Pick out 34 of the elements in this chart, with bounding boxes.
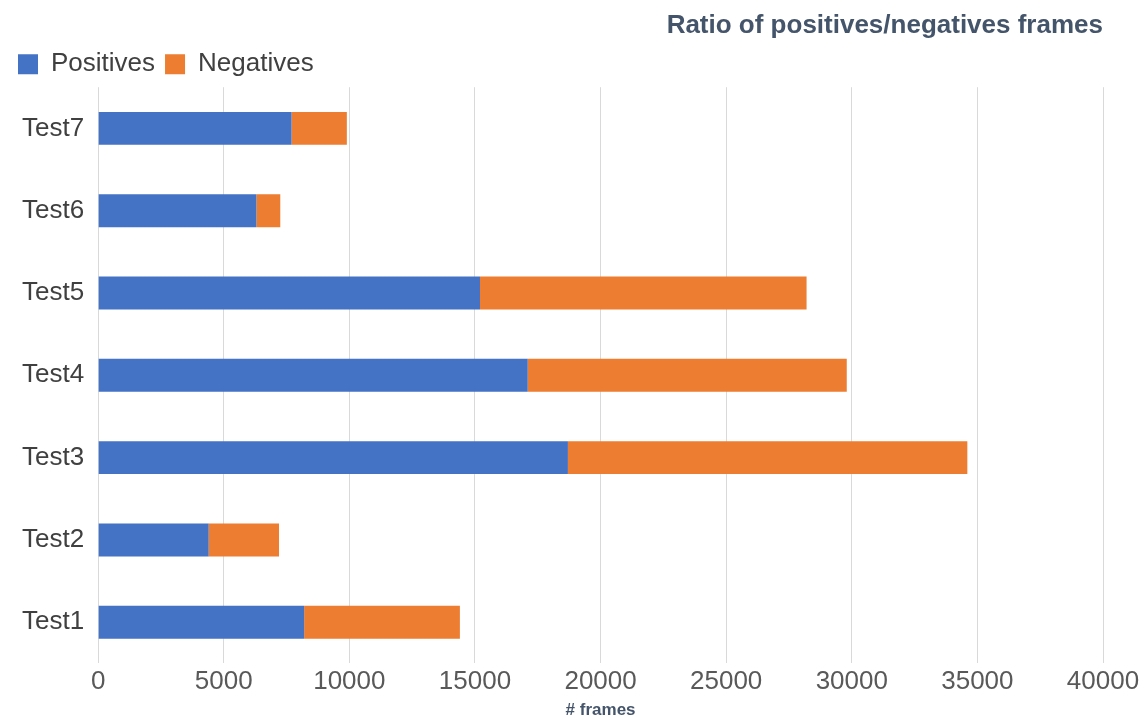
bar (479, 276, 807, 310)
bar (567, 441, 968, 475)
x-tick-label: 20000 (564, 665, 637, 696)
x-tick-label: 10000 (313, 665, 386, 696)
x-tick-label: 5000 (194, 665, 253, 696)
y-tick-label: Test5 (21, 276, 85, 307)
bar (98, 523, 209, 557)
bar (291, 111, 347, 145)
legend-label: Positives (51, 47, 156, 78)
x-axis-title: # frames (565, 700, 636, 720)
x-tick-label: 40000 (1066, 665, 1140, 696)
y-tick-label: Test6 (21, 193, 85, 224)
x-tick-label: 25000 (690, 665, 763, 696)
bar (527, 358, 847, 392)
x-tick-label: 30000 (815, 665, 888, 696)
bar (98, 111, 292, 145)
x-tick-label: 15000 (438, 665, 512, 696)
y-tick-label: Test2 (21, 523, 85, 554)
y-tick-label: Test3 (21, 440, 85, 471)
legend-label: Negatives (198, 47, 314, 78)
chart-title: Ratio of positives/negatives frames (666, 8, 1103, 39)
bar (256, 194, 281, 228)
x-tick-label: 35000 (941, 665, 1014, 696)
bar (98, 276, 480, 310)
bar (98, 358, 528, 392)
y-tick-label: Test4 (21, 358, 85, 389)
bar (98, 194, 257, 228)
bar (304, 605, 460, 639)
y-tick-label: Test1 (21, 605, 85, 636)
bar (208, 523, 280, 557)
x-tick-label: 0 (90, 665, 106, 696)
bar (98, 441, 568, 475)
y-tick-label: Test7 (21, 111, 85, 142)
bar (98, 605, 305, 639)
